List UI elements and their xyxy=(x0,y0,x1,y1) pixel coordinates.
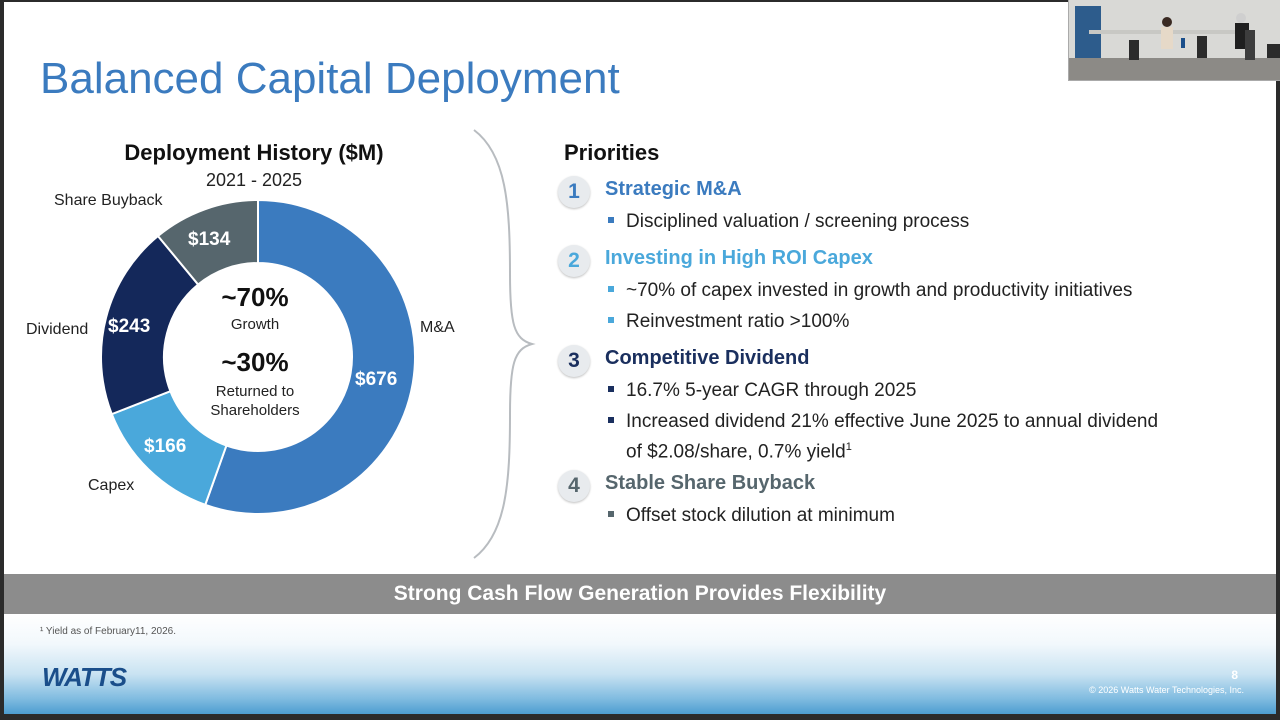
slice-value-dividend: $243 xyxy=(108,316,151,337)
slide-title: Balanced Capital Deployment xyxy=(40,54,620,103)
donut-chart xyxy=(100,198,416,515)
priority-title: Competitive Dividend xyxy=(605,347,810,369)
video-scene-icon xyxy=(1069,0,1280,80)
watts-logo: WATTS xyxy=(42,662,127,692)
center-returned-label-1: Returned to xyxy=(215,383,295,400)
copyright: © 2026 Watts Water Technologies, Inc. xyxy=(1089,685,1244,695)
page-number: 8 xyxy=(1231,668,1238,682)
priority-number-badge: 1 xyxy=(558,176,590,208)
slice-value-ma: $676 xyxy=(355,369,398,390)
priority-title: Strategic M&A xyxy=(605,178,742,200)
priority-number-badge: 3 xyxy=(558,345,590,377)
center-returned-label-2: Shareholders xyxy=(210,402,300,419)
donut-slice-m-a xyxy=(203,198,416,515)
slice-label-ma: M&A xyxy=(420,319,455,336)
priority-bullet: Disciplined valuation / screening proces… xyxy=(608,210,969,234)
priority-bullet-continued: of $2.08/share, 0.7% yield1 xyxy=(626,441,852,463)
priority-title: Stable Share Buyback xyxy=(605,472,816,494)
slide: Balanced Capital Deployment Deployment H… xyxy=(4,2,1276,714)
donut-slice-share-buyback xyxy=(156,198,259,286)
center-returned-pct: ~30% xyxy=(221,347,289,377)
priority-bullet: ~70% of capex invested in growth and pro… xyxy=(608,279,1132,303)
priority-title: Investing in High ROI Capex xyxy=(605,247,873,269)
slice-label-dividend: Dividend xyxy=(26,321,89,338)
takeaway-banner: Strong Cash Flow Generation Provides Fle… xyxy=(4,574,1276,614)
priority-number-badge: 4 xyxy=(558,470,590,502)
chart-subtitle: 2021 - 2025 xyxy=(205,170,303,190)
footnote-marker: 1 xyxy=(845,441,852,453)
center-growth-label: Growth xyxy=(230,316,280,333)
priority-bullet: 16.7% 5-year CAGR through 2025 xyxy=(608,379,916,403)
chart-title: Deployment History ($M) xyxy=(124,140,384,165)
speaker-video-thumbnail[interactable] xyxy=(1068,0,1280,81)
slice-label-share-buyback: Share Buyback xyxy=(54,192,163,209)
footnote: ¹ Yield as of February11, 2026. xyxy=(40,626,177,637)
priority-bullet: Reinvestment ratio >100% xyxy=(608,310,849,334)
wave-background xyxy=(4,614,1276,714)
priority-bullet: Increased dividend 21% effective June 20… xyxy=(608,410,1158,434)
priorities-title: Priorities xyxy=(564,140,660,165)
center-growth-pct: ~70% xyxy=(221,282,289,312)
priority-number-badge: 2 xyxy=(558,245,590,277)
slice-value-share-buyback: $134 xyxy=(188,229,231,250)
slice-label-capex: Capex xyxy=(88,477,135,494)
slice-value-capex: $166 xyxy=(144,436,187,457)
priority-bullet: Offset stock dilution at minimum xyxy=(608,504,895,528)
curly-brace xyxy=(473,129,536,559)
